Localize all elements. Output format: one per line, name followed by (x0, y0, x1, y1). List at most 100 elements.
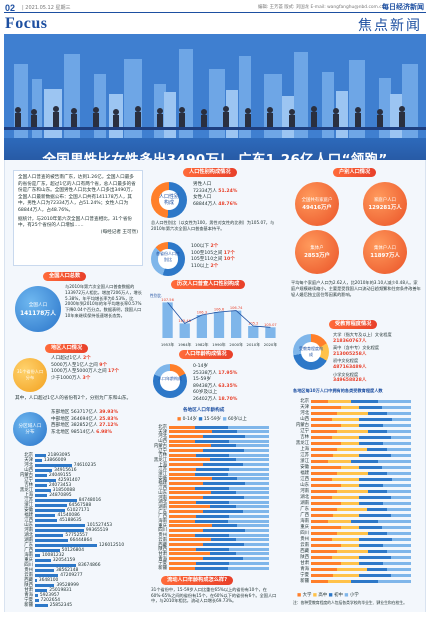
stacked-segment (194, 519, 228, 523)
issue-date: | 2021.05.12 星期三 (22, 5, 71, 11)
stacked-row: 吉林 (291, 434, 411, 440)
stacked-segment (195, 453, 229, 457)
stacked-row: 辽宁 (149, 448, 269, 454)
history-bar (179, 323, 190, 338)
stacked-segment (243, 543, 269, 546)
stacked-row-label: 新疆 (300, 579, 309, 584)
province-bar (35, 513, 56, 517)
stacked-bar (311, 447, 411, 451)
stacked-row-label: 湖南 (300, 501, 309, 506)
stacked-bar (311, 495, 411, 499)
stacked-segment (203, 557, 244, 561)
stacked-segment (359, 465, 383, 469)
stacked-row: 山西 (149, 438, 269, 444)
history-chart: 1953年 107.56 1964年 105.46 1982年 106.3 1990年 106… (150, 293, 277, 347)
stacked-row-label: 海南 (158, 519, 167, 524)
province-bar (35, 563, 77, 567)
stacked-row: 上海 (291, 446, 411, 452)
migration-text: 31个省份中，15-59岁人口比重在65%以上的省份有10个，在60%-65%之… (151, 587, 277, 604)
stacked-bar (311, 519, 411, 523)
stacked-segment (378, 459, 411, 463)
stacked-row: 福建 (149, 480, 269, 486)
education-donut (293, 334, 329, 370)
stacked-segment (169, 463, 204, 467)
stacked-row-label: 宁夏 (158, 561, 167, 567)
stacked-row-label: 内蒙古 (295, 423, 309, 428)
stacked-row: 广东 (291, 506, 411, 512)
stacked-bar (169, 519, 269, 523)
stacked-segment (328, 579, 351, 583)
age-donut-label: 人口年龄构成 (158, 376, 182, 381)
stacked-segment (336, 429, 368, 433)
stacked-segment (378, 519, 411, 523)
national-circle-value: 141178万人 (20, 310, 56, 317)
stacked-segment (169, 510, 204, 514)
province-name: 甘肃 (24, 588, 33, 593)
stacked-bar (169, 500, 269, 504)
regional-item: 少于1000万人 3个 (51, 375, 91, 381)
stacked-row: 广西 (291, 512, 411, 518)
national-circle-label: 全国人口 (28, 302, 48, 308)
stacked-row: 福建 (291, 470, 411, 476)
stacked-segment (236, 477, 269, 481)
stacked-row: 贵州 (149, 532, 269, 538)
stacked-segment (340, 441, 360, 445)
stacked-row: 江苏 (291, 452, 411, 458)
stacked-segment (311, 501, 341, 505)
province-row: 甘肃 25019831 (15, 587, 71, 594)
stacked-segment (311, 525, 342, 529)
header-rule (4, 12, 426, 13)
stacked-segment (210, 444, 237, 448)
stacked-row-label: 吉林 (158, 453, 167, 459)
stacked-segment (359, 561, 383, 565)
stacked-bar (311, 429, 411, 433)
stacked-row-label: 云南 (158, 537, 167, 543)
stacked-row: 北京 (149, 424, 269, 430)
stacked-bar (169, 458, 269, 462)
province-value: 42591407 (57, 477, 81, 483)
province-bar (35, 603, 48, 607)
stacked-bar (169, 538, 269, 542)
stacked-bar (169, 430, 269, 434)
stacked-row: 广东 (149, 509, 269, 515)
province-row: 新疆 25852345 (15, 602, 72, 609)
age-row: 26402万人 18.70% (193, 396, 238, 402)
stacked-row: 天津 (291, 404, 411, 410)
stacked-row: 陕西 (291, 554, 411, 560)
stacked-segment (336, 411, 369, 415)
stacked-row-label: 贵州 (300, 537, 309, 542)
stacked-segment (210, 458, 237, 462)
stacked-segment (169, 481, 204, 485)
stacked-bar (169, 453, 269, 457)
stacked-segment (227, 425, 269, 429)
male-label: 男性人口 (193, 182, 212, 187)
province-name: 河南 (24, 528, 33, 533)
stacked-bar (169, 449, 269, 452)
stacked-segment (196, 561, 230, 565)
province-bar (35, 543, 97, 547)
stacked-segment (311, 483, 341, 487)
stacked-segment (169, 519, 195, 523)
province-bar (35, 493, 48, 497)
history-value: 106.3 (197, 311, 207, 315)
stacked-segment (359, 441, 383, 445)
stacked-row-label: 海南 (300, 519, 309, 524)
province-value: 39528999 (56, 582, 79, 588)
province-name: 四川 (24, 563, 33, 568)
stacked-segment (328, 399, 351, 403)
province-row: 北京 21893095 (15, 452, 70, 459)
stacked-segment (391, 477, 411, 481)
stacked-segment (169, 547, 196, 551)
stacked-segment (378, 399, 411, 403)
stacked-bar (311, 525, 411, 529)
stacked-segment (341, 525, 360, 529)
stacked-segment (203, 449, 244, 452)
province-value: 3648100 (38, 577, 59, 583)
stacked-segment (367, 567, 387, 571)
stacked-bar (169, 434, 269, 438)
edu-chart-label: 各地区每10万人口中拥有的各类受教育程度人数 (293, 388, 383, 393)
stacked-segment (341, 543, 360, 547)
stacked-bar (311, 453, 411, 457)
stacked-segment (311, 423, 341, 427)
stacked-segment (359, 453, 391, 457)
